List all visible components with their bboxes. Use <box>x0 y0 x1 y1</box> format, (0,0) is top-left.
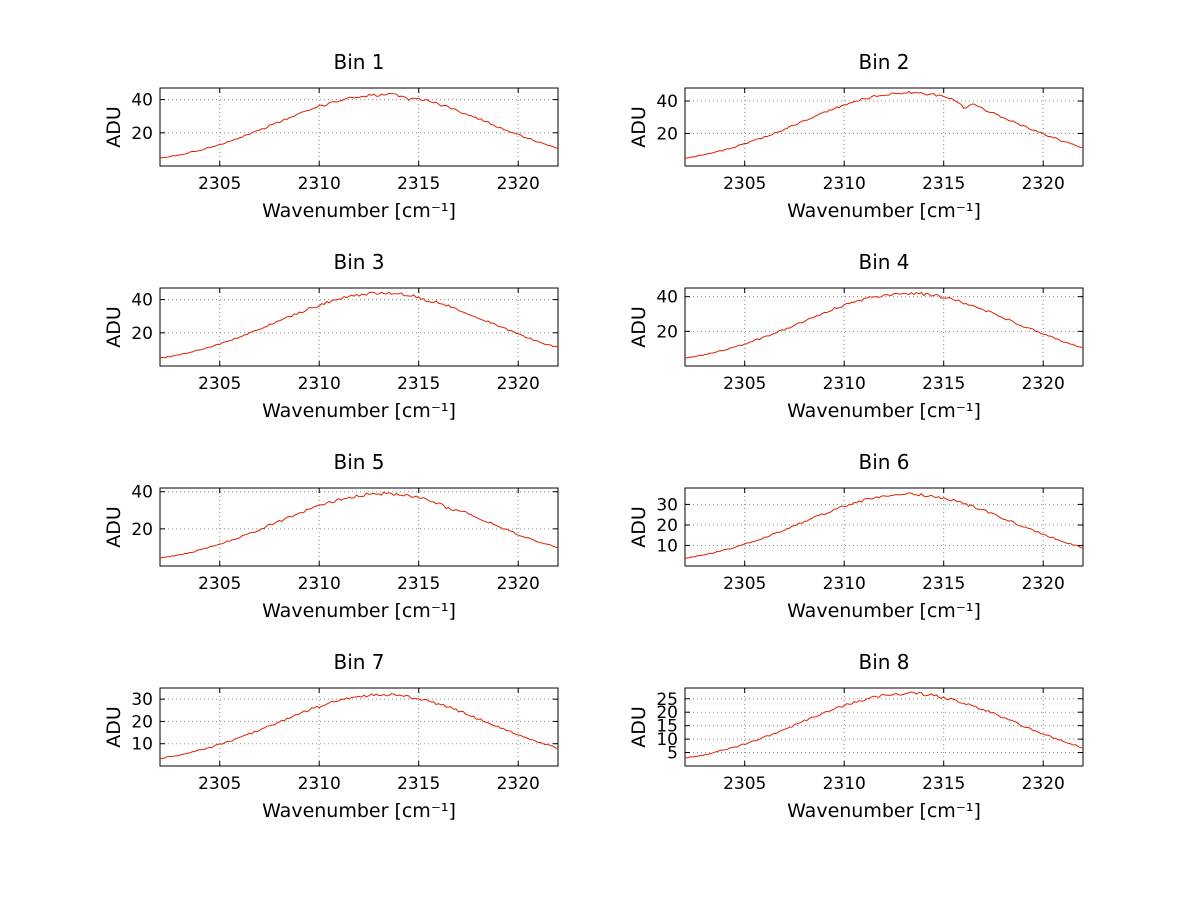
svg-text:2315: 2315 <box>397 374 440 394</box>
y-axis-label: ADU <box>628 706 650 748</box>
svg-text:10: 10 <box>656 730 678 750</box>
svg-text:20: 20 <box>656 703 678 723</box>
plot-title: Bin 8 <box>858 650 910 674</box>
svg-text:2310: 2310 <box>823 774 866 794</box>
svg-text:2320: 2320 <box>497 774 540 794</box>
svg-text:2310: 2310 <box>823 174 866 194</box>
svg-text:2310: 2310 <box>823 574 866 594</box>
svg-text:2315: 2315 <box>922 374 965 394</box>
svg-text:40: 40 <box>131 483 153 503</box>
svg-text:2320: 2320 <box>497 174 540 194</box>
svg-text:30: 30 <box>656 495 678 515</box>
subplot-bin-7: Bin 7 ADU 2305 2310 2315 2320 10 20 30 Wavenum… <box>40 640 600 840</box>
svg-text:2315: 2315 <box>397 574 440 594</box>
svg-text:20: 20 <box>131 324 153 344</box>
y-axis-label: ADU <box>628 306 650 348</box>
subplot-bin-1: Bin 1 ADU 2305 2310 2315 2320 20 40 Wavenumbe… <box>40 40 600 240</box>
x-axis-label: Wavenumber [cm⁻¹] <box>787 200 981 222</box>
x-axis-label: Wavenumber [cm⁻¹] <box>262 400 456 422</box>
svg-text:2305: 2305 <box>198 574 241 594</box>
plot-area: 2305 2310 2315 2320 10 20 30 <box>655 480 1115 612</box>
svg-text:40: 40 <box>656 92 678 112</box>
svg-text:30: 30 <box>131 690 153 710</box>
subplot-bin-5: Bin 5 ADU 2305 2310 2315 2320 20 40 Wavenumbe… <box>40 440 600 640</box>
svg-text:2305: 2305 <box>723 374 766 394</box>
plot-title: Bin 4 <box>858 250 910 274</box>
plot-area: 2305 2310 2315 2320 20 40 <box>655 280 1115 412</box>
plot-title: Bin 5 <box>333 450 385 474</box>
plot-area: 2305 2310 2315 2320 10 20 30 <box>130 680 590 812</box>
x-axis-label: Wavenumber [cm⁻¹] <box>787 600 981 622</box>
x-axis-label: Wavenumber [cm⁻¹] <box>262 200 456 222</box>
svg-text:40: 40 <box>656 288 678 308</box>
svg-text:40: 40 <box>131 291 153 311</box>
svg-text:2305: 2305 <box>198 174 241 194</box>
plot-area: 2305 2310 2315 2320 20 40 <box>655 80 1115 212</box>
svg-text:20: 20 <box>656 125 678 145</box>
svg-text:20: 20 <box>131 520 153 540</box>
svg-text:20: 20 <box>656 322 678 342</box>
svg-text:2310: 2310 <box>298 574 341 594</box>
x-axis-label: Wavenumber [cm⁻¹] <box>262 800 456 822</box>
plot-area: 2305 2310 2315 2320 20 40 <box>130 480 590 612</box>
svg-text:2315: 2315 <box>397 774 440 794</box>
svg-text:2305: 2305 <box>723 174 766 194</box>
svg-text:5: 5 <box>667 744 678 764</box>
plot-area: 2305 2310 2315 2320 20 40 <box>130 280 590 412</box>
plot-title: Bin 7 <box>333 650 385 674</box>
x-axis-label: Wavenumber [cm⁻¹] <box>787 400 981 422</box>
svg-text:2320: 2320 <box>497 574 540 594</box>
svg-text:2305: 2305 <box>198 774 241 794</box>
subplot-bin-3: Bin 3 ADU 2305 2310 2315 2320 20 40 Wavenumbe… <box>40 240 600 440</box>
svg-text:15: 15 <box>656 717 678 737</box>
y-axis-label: ADU <box>628 106 650 148</box>
plot-area: 2305 2310 2315 2320 5 10 15 20 25 <box>655 680 1115 812</box>
svg-text:25: 25 <box>656 690 678 710</box>
svg-text:2305: 2305 <box>723 774 766 794</box>
y-axis-label: ADU <box>103 706 125 748</box>
y-axis-label: ADU <box>628 506 650 548</box>
plot-area: 2305 2310 2315 2320 20 40 <box>130 80 590 212</box>
subplot-bin-4: Bin 4 ADU 2305 2310 2315 2320 20 40 Wavenumbe… <box>565 240 1125 440</box>
y-axis-label: ADU <box>103 306 125 348</box>
svg-text:2310: 2310 <box>298 174 341 194</box>
svg-text:2315: 2315 <box>397 174 440 194</box>
svg-text:10: 10 <box>131 735 153 755</box>
plot-title: Bin 1 <box>333 50 385 74</box>
y-axis-label: ADU <box>103 106 125 148</box>
y-axis-label: ADU <box>103 506 125 548</box>
subplot-bin-6: Bin 6 ADU 2305 2310 2315 2320 10 20 30 Wavenum… <box>565 440 1125 640</box>
svg-text:2320: 2320 <box>1022 174 1065 194</box>
svg-text:2315: 2315 <box>922 574 965 594</box>
svg-text:2320: 2320 <box>1022 774 1065 794</box>
plot-title: Bin 3 <box>333 250 385 274</box>
svg-text:2305: 2305 <box>198 374 241 394</box>
x-axis-label: Wavenumber [cm⁻¹] <box>787 800 981 822</box>
svg-text:2310: 2310 <box>298 774 341 794</box>
subplot-bin-2: Bin 2 ADU 2305 2310 2315 2320 20 40 Wavenumbe… <box>565 40 1125 240</box>
svg-text:2310: 2310 <box>823 374 866 394</box>
svg-text:10: 10 <box>656 536 678 556</box>
svg-text:20: 20 <box>131 124 153 144</box>
svg-text:2320: 2320 <box>1022 374 1065 394</box>
svg-text:40: 40 <box>131 91 153 111</box>
svg-text:2310: 2310 <box>298 374 341 394</box>
plot-title: Bin 2 <box>858 50 910 74</box>
svg-text:2315: 2315 <box>922 174 965 194</box>
svg-text:2320: 2320 <box>1022 574 1065 594</box>
plot-title: Bin 6 <box>858 450 910 474</box>
subplot-bin-8: Bin 8 ADU 2305 2310 2315 2320 5 10 15 20 25 Wave… <box>565 640 1125 840</box>
svg-text:2305: 2305 <box>723 574 766 594</box>
svg-text:2320: 2320 <box>497 374 540 394</box>
svg-text:20: 20 <box>656 516 678 536</box>
svg-text:20: 20 <box>131 712 153 732</box>
svg-text:2315: 2315 <box>922 774 965 794</box>
x-axis-label: Wavenumber [cm⁻¹] <box>262 600 456 622</box>
